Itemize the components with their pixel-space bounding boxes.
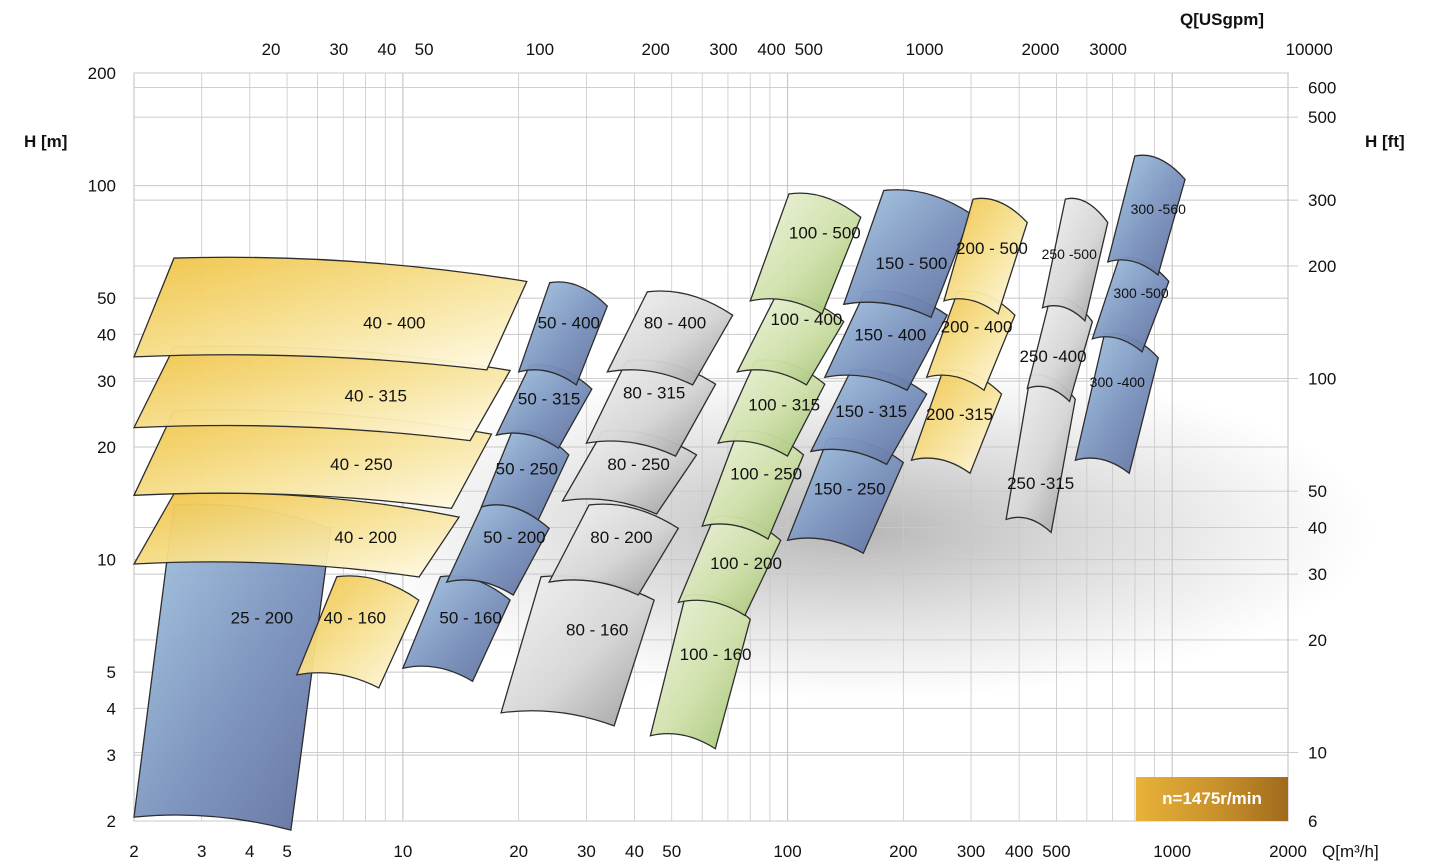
region-label: 250 -315 (1007, 474, 1074, 493)
x-tick-label: 5 (282, 842, 291, 861)
y-tick-label: 20 (97, 438, 116, 457)
y2-tick-label: 200 (1308, 257, 1336, 276)
y-tick-label: 5 (107, 663, 116, 682)
region-50-400 (519, 282, 608, 385)
x-tick-label: 30 (577, 842, 596, 861)
y-tick-label: 3 (107, 746, 116, 765)
region-label: 40 - 250 (330, 455, 392, 474)
x-tick-label: 400 (1005, 842, 1033, 861)
y2-tick-label: 300 (1308, 191, 1336, 210)
y2-tick-label: 100 (1308, 370, 1336, 389)
y-tick-label: 4 (107, 699, 116, 718)
x2-tick-label: 100 (526, 40, 554, 59)
x2-tick-label: 400 (757, 40, 785, 59)
x-tick-label: 1000 (1153, 842, 1191, 861)
region-label: 50 - 160 (439, 609, 501, 628)
region-label: 300 -560 (1131, 201, 1186, 217)
x2-tick-label: 40 (377, 40, 396, 59)
x-tick-label: 50 (662, 842, 681, 861)
x-tick-label: 2000 (1269, 842, 1307, 861)
x-tick-label: 20 (509, 842, 528, 861)
x-tick-label: 200 (889, 842, 917, 861)
region-100-500 (750, 193, 860, 314)
x-tick-label: 500 (1042, 842, 1070, 861)
x2-tick-label: 200 (642, 40, 670, 59)
x-tick-label: 40 (625, 842, 644, 861)
x2-tick-label: 3000 (1089, 40, 1127, 59)
y2-tick-label: 30 (1308, 565, 1327, 584)
x2-tick-label: 20 (262, 40, 281, 59)
y-tick-label: 30 (97, 372, 116, 391)
region-label: 250 -400 (1019, 347, 1086, 366)
region-label: 200 -315 (926, 405, 993, 424)
y-tick-label: 10 (97, 551, 116, 570)
y2-tick-label: 10 (1308, 744, 1327, 763)
region-label: 80 - 160 (566, 621, 628, 640)
x2-tick-label: 10000 (1286, 40, 1333, 59)
y2-tick-label: 50 (1308, 482, 1327, 501)
x-tick-label: 3 (197, 842, 206, 861)
region-label: 150 - 500 (876, 254, 948, 273)
x2-tick-label: 30 (329, 40, 348, 59)
region-label: 50 - 315 (518, 389, 580, 408)
region-label: 150 - 250 (814, 479, 886, 498)
region-label: 300 -500 (1113, 285, 1168, 301)
y2-axis-title: H [ft] (1365, 132, 1405, 152)
region-label: 80 - 250 (607, 455, 669, 474)
x2-tick-label: 1000 (906, 40, 944, 59)
region-label: 200 - 400 (941, 317, 1013, 336)
y-tick-label: 200 (88, 64, 116, 83)
x-tick-label: 300 (957, 842, 985, 861)
region-label: 50 - 400 (538, 314, 600, 333)
speed-badge: n=1475r/min (1136, 777, 1288, 821)
y2-tick-label: 6 (1308, 812, 1317, 831)
y-axis-title: H [m] (24, 132, 67, 152)
y2-tick-label: 600 (1308, 79, 1336, 98)
x2-tick-label: 300 (709, 40, 737, 59)
x2-axis-title: Q[USgpm] (1180, 10, 1264, 30)
y-tick-label: 100 (88, 177, 116, 196)
y-tick-label: 2 (107, 812, 116, 831)
x-tick-label: 4 (245, 842, 254, 861)
y-tick-label: 40 (97, 325, 116, 344)
x-tick-label: 10 (393, 842, 412, 861)
y2-tick-label: 20 (1308, 631, 1327, 650)
region-label: 100 - 160 (680, 645, 752, 664)
region-label: 300 -400 (1090, 374, 1145, 390)
region-label: 40 - 160 (324, 609, 386, 628)
region-label: 100 - 400 (771, 310, 843, 329)
region-label: 80 - 315 (623, 383, 685, 402)
region-label: 25 - 200 (231, 609, 293, 628)
y-tick-label: 50 (97, 289, 116, 308)
x-tick-label: 2 (129, 842, 138, 861)
region-label: 50 - 250 (496, 460, 558, 479)
x-axis-title: Q[m³/h] (1322, 842, 1379, 862)
region-label: 150 - 400 (854, 325, 926, 344)
region-label: 40 - 200 (334, 528, 396, 547)
region-label: 40 - 315 (345, 386, 407, 405)
region-label: 100 - 500 (789, 223, 861, 242)
x-tick-label: 100 (773, 842, 801, 861)
y2-tick-label: 500 (1308, 108, 1336, 127)
region-label: 250 -500 (1042, 246, 1097, 262)
region-label: 150 - 315 (835, 402, 907, 421)
region-label: 50 - 200 (483, 528, 545, 547)
x2-tick-label: 2000 (1021, 40, 1059, 59)
region-label: 80 - 400 (644, 314, 706, 333)
region-40-400 (134, 257, 527, 370)
x2-tick-label: 500 (795, 40, 823, 59)
region-label: 80 - 200 (590, 528, 652, 547)
region-label: 100 - 250 (730, 464, 802, 483)
region-label: 200 - 500 (956, 239, 1028, 258)
x2-tick-label: 50 (415, 40, 434, 59)
region-label: 100 - 315 (748, 395, 820, 414)
y2-tick-label: 40 (1308, 518, 1327, 537)
region-label: 100 - 200 (710, 554, 782, 573)
region-label: 40 - 400 (363, 314, 425, 333)
